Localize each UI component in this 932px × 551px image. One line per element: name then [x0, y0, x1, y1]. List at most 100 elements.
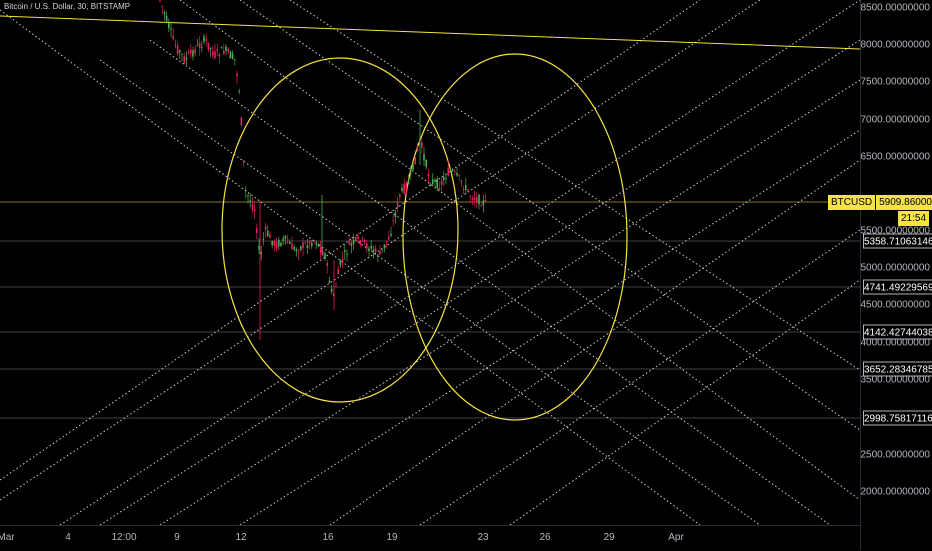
candle-body — [396, 201, 399, 208]
price-tick-label: 4500.00000000 — [860, 299, 930, 311]
candle-body — [293, 246, 295, 250]
candle-body — [418, 139, 421, 142]
price-tick-label: 6500.00000000 — [860, 151, 930, 163]
candle-body — [192, 50, 194, 57]
candle-body — [394, 212, 397, 218]
candle-body — [355, 237, 357, 240]
candle-body — [242, 160, 245, 162]
time-tick-label: 9 — [174, 532, 180, 543]
candle-body — [317, 243, 320, 247]
candle-body — [194, 49, 196, 54]
candle-body — [443, 177, 445, 180]
candle-body — [238, 90, 240, 92]
candle-body — [203, 36, 205, 42]
candle-body — [473, 198, 476, 200]
candle-body — [183, 56, 185, 63]
candle-body — [326, 262, 328, 266]
candle-body — [425, 159, 427, 167]
time-tick-label: Mar — [0, 532, 15, 543]
dotted-channel-line — [159, 79, 860, 525]
candle-body — [231, 53, 234, 59]
candle-body — [344, 250, 346, 253]
candle-body — [223, 50, 225, 54]
candle-body — [451, 170, 454, 172]
candle-body — [196, 44, 199, 46]
candle-body — [447, 168, 449, 176]
candle-body — [264, 226, 267, 230]
cycle-ellipse-left — [221, 57, 459, 403]
candle-body — [357, 236, 359, 239]
candle-body — [374, 247, 377, 252]
candle-body — [471, 198, 474, 200]
candle-body — [438, 187, 441, 190]
chart-area[interactable]: Bitcoin / U.S. Dollar, 30, BITSTAMP — [0, 0, 860, 525]
candle-body — [269, 234, 271, 238]
candle-body — [168, 22, 170, 29]
dotted-channel-line — [239, 129, 860, 525]
time-tick-label: 19 — [386, 532, 398, 543]
candle-body — [207, 42, 210, 50]
candle-body — [390, 233, 392, 236]
dotted-channel-line — [59, 0, 860, 525]
candle-body — [410, 171, 412, 174]
dotted-channel-line — [99, 59, 761, 525]
candle-body — [403, 183, 405, 194]
candle-body — [315, 244, 317, 246]
price-axis[interactable]: 8500.00000000 8000.00000000 7500.00000000 7… — [860, 0, 932, 550]
candle-body — [297, 252, 300, 253]
candle-body — [445, 178, 447, 180]
candle-body — [359, 240, 361, 245]
time-tick-label: 12:00 — [111, 532, 137, 543]
price-tick-label: 5000.00000000 — [860, 262, 930, 274]
candle-body — [412, 163, 414, 170]
dotted-channel-line — [149, 39, 831, 525]
dotted-channel-line — [329, 159, 860, 525]
price-tick-label: 3500.00000000 — [860, 374, 930, 386]
candle-body — [198, 43, 201, 49]
level-price-label: 4142.42744038 — [863, 324, 932, 340]
time-tick-label: Apr — [668, 532, 684, 543]
current-price-tag: BTCUSD 5909.86000000 — [828, 195, 932, 210]
candle-body — [170, 28, 172, 30]
candle-body — [282, 238, 284, 241]
candle-body — [379, 251, 381, 255]
candle-body — [482, 200, 485, 206]
price-tick-label: 2500.00000000 — [860, 449, 930, 461]
candle-body — [179, 50, 181, 53]
candle-body — [201, 46, 203, 48]
time-axis[interactable]: Mar 4 12:00 9 12 16 19 23 26 29 Apr — [0, 525, 860, 551]
candle-body — [262, 239, 265, 240]
candle-body — [337, 269, 339, 274]
time-tick-label: 29 — [603, 532, 615, 543]
candle-body — [328, 280, 331, 283]
candle-body — [205, 38, 207, 41]
candle-body — [271, 240, 273, 246]
candle-body — [172, 35, 174, 40]
candle-body — [291, 243, 293, 250]
candle-body — [454, 171, 456, 173]
candle-body — [366, 243, 368, 249]
candle-body — [456, 173, 458, 176]
candle-body — [311, 242, 313, 247]
candle-body — [484, 199, 487, 202]
candle-body — [190, 49, 192, 54]
dotted-channel-line — [0, 0, 701, 481]
candle-body — [432, 179, 434, 184]
candle-body — [405, 182, 408, 190]
candle-body — [181, 54, 183, 55]
candle-body — [363, 239, 366, 242]
trend-line — [0, 15, 860, 50]
chart-canvas[interactable] — [0, 0, 860, 525]
price-tick-label: 7000.00000000 — [860, 114, 930, 126]
candle-body — [227, 48, 229, 52]
candle-body — [308, 240, 311, 244]
candle-body — [295, 249, 298, 252]
candle-body — [414, 157, 416, 165]
candle-body — [339, 260, 342, 266]
candle-body — [350, 243, 353, 246]
price-tick-label: 2000.00000000 — [860, 486, 930, 498]
candle-body — [434, 179, 436, 182]
candle-body — [476, 197, 478, 203]
time-tick-label: 16 — [322, 532, 334, 543]
dotted-channel-line — [0, 9, 701, 525]
